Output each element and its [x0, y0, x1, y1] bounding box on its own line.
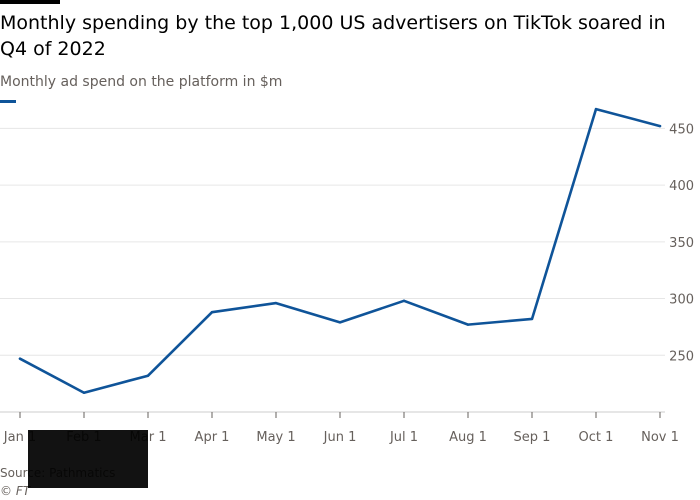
- data-point: [658, 124, 662, 128]
- y-tick-label: 300: [669, 293, 694, 308]
- x-tick-label: Jul 1: [389, 430, 418, 445]
- x-tick-label: Apr 1: [195, 430, 230, 445]
- x-tick-label: Jun 1: [323, 430, 357, 445]
- data-point: [210, 310, 214, 314]
- x-tick-label: Nov 1: [641, 430, 679, 445]
- chart-title: Monthly spending by the top 1,000 US adv…: [0, 12, 666, 60]
- y-tick-label: 400: [669, 179, 694, 194]
- data-point: [338, 321, 342, 324]
- data-point: [274, 301, 278, 305]
- y-tick-label: 250: [669, 349, 694, 364]
- series-key-line: [0, 100, 16, 103]
- data-point: [594, 107, 598, 111]
- data-point: [146, 374, 150, 377]
- x-tick-label: May 1: [256, 430, 295, 445]
- copyright-note: © FT: [0, 484, 31, 498]
- y-tick-label: 350: [669, 236, 694, 251]
- data-point: [530, 317, 534, 321]
- x-tick-label: Oct 1: [579, 430, 614, 445]
- chart-subtitle: Monthly ad spend on the platform in $m: [0, 74, 283, 90]
- data-point: [82, 391, 86, 394]
- y-tick-label: 450: [669, 122, 694, 137]
- x-tick-label: Sep 1: [514, 430, 551, 445]
- data-point: [466, 323, 470, 326]
- series-line: [18, 107, 662, 395]
- watermark-logo: [28, 430, 148, 488]
- x-tick-label: Jan 1: [3, 430, 36, 445]
- data-point: [18, 357, 22, 360]
- x-tick-label: Aug 1: [449, 430, 487, 445]
- top-accent-bar: [0, 0, 60, 4]
- data-point: [402, 299, 406, 303]
